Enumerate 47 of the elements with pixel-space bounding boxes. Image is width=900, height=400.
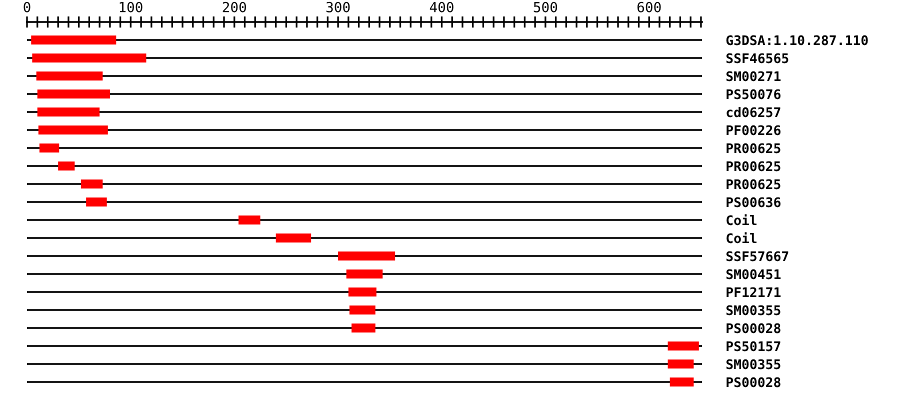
- bar: [352, 324, 376, 332]
- bar: [37, 108, 100, 116]
- bar: [31, 36, 116, 44]
- bar: [338, 252, 396, 260]
- y-tick-label: Coil: [726, 232, 756, 244]
- bar: [238, 216, 260, 224]
- y-tick-label: PS00028: [726, 323, 780, 334]
- bar: [36, 72, 103, 80]
- bar: [668, 342, 699, 350]
- bar: [38, 126, 108, 134]
- bar: [39, 144, 60, 152]
- y-tick-label: SSF57667: [726, 251, 788, 262]
- y-tick-label: Coil: [726, 214, 756, 226]
- y-tick-label: G3DSA:1.10.287.110: [726, 35, 868, 46]
- bar: [276, 234, 312, 242]
- bar: [349, 306, 376, 314]
- y-tick-label: SM00355: [726, 305, 780, 316]
- y-tick-label: PF00226: [726, 125, 780, 136]
- bar: [668, 360, 694, 368]
- y-tick-label: PR00625: [726, 179, 780, 190]
- bar: [348, 288, 376, 296]
- y-tick-label: PS00028: [726, 377, 780, 388]
- x-tick-label: 100: [120, 2, 142, 12]
- bar: [32, 54, 146, 62]
- bar: [86, 198, 107, 206]
- bar: [670, 378, 694, 386]
- y-tick-label: PR00625: [726, 143, 780, 154]
- y-tick-label: PR00625: [726, 161, 780, 172]
- x-tick-label: 400: [430, 2, 454, 12]
- x-tick-label: 200: [222, 2, 246, 12]
- x-tick-label: 0: [24, 2, 30, 12]
- y-tick-label: cd06257: [726, 106, 780, 118]
- y-tick-label: PS50076: [726, 89, 780, 100]
- y-tick-label: PS50157: [726, 341, 780, 352]
- y-tick-label: SM00355: [726, 359, 780, 370]
- y-tick-label: PF12171: [726, 287, 781, 298]
- bar: [346, 270, 383, 278]
- x-tick-label: 600: [637, 2, 661, 12]
- bar: [58, 162, 75, 170]
- x-tick-label: 500: [534, 2, 558, 12]
- y-tick-label: SM00451: [726, 269, 781, 280]
- y-tick-label: SM00271: [726, 71, 781, 82]
- y-tick-label: PS00636: [726, 197, 780, 208]
- y-tick-label: SSF46565: [726, 53, 788, 64]
- bar: [80, 180, 103, 188]
- bar: [37, 90, 110, 98]
- x-tick-label: 300: [326, 2, 350, 12]
